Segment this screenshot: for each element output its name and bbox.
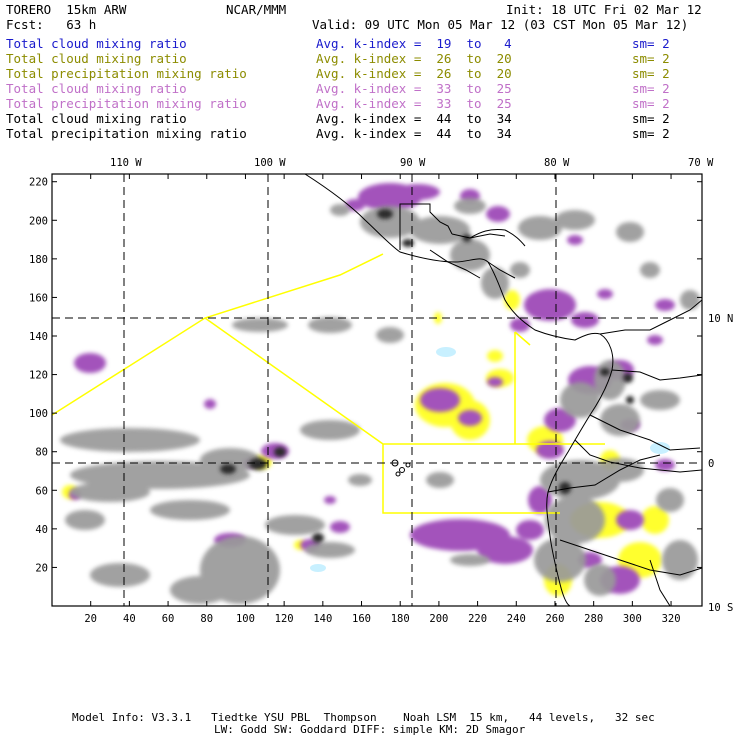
field-layer: [52, 174, 702, 606]
legend-row-kindex: Avg. k-index = 44 to 34: [316, 126, 512, 141]
lat-label: 10 S: [708, 602, 733, 614]
legend-row-kindex: Avg. k-index = 26 to 20: [316, 51, 512, 66]
legend-row-kindex: Avg. k-index = 33 to 25: [316, 96, 512, 111]
y-tick-label: 120: [29, 370, 48, 382]
map-frame: [51, 173, 703, 607]
legend-row-kindex: Avg. k-index = 26 to 20: [316, 66, 512, 81]
x-tick-label: 20: [84, 613, 97, 625]
legend-row-sm: sm= 2: [632, 51, 670, 66]
dark-core-field: [220, 209, 634, 543]
forecast-hour: Fcst: 63 h: [6, 17, 97, 32]
org-label: NCAR/MMM: [226, 2, 287, 17]
legend-row-sm: sm= 2: [632, 126, 670, 141]
x-tick-label: 200: [429, 613, 448, 625]
x-tick-label: 320: [662, 613, 681, 625]
model-title: TORERO 15km ARW: [6, 2, 127, 17]
nest-boundaries: [52, 253, 605, 514]
legend-row-label: Total cloud mixing ratio: [6, 81, 187, 96]
legend-row-label: Total precipitation mixing ratio: [6, 66, 247, 81]
x-tick-label: 300: [623, 613, 642, 625]
x-tick-label: 100: [236, 613, 255, 625]
y-tick-label: 40: [35, 524, 48, 536]
legend-row-label: Total precipitation mixing ratio: [6, 96, 247, 111]
legend-row-sm: sm= 2: [632, 81, 670, 96]
x-tick-label: 260: [545, 613, 564, 625]
y-tick-label: 200: [29, 215, 48, 227]
legend-row-sm: sm= 2: [632, 111, 670, 126]
physics-info: LW: Godd SW: Goddard DIFF: simple KM: 2D…: [214, 723, 526, 736]
x-tick-label: 40: [123, 613, 136, 625]
latlon-grid: [52, 174, 702, 606]
coastlines: [304, 174, 702, 606]
model-info: Model Info: V3.3.1 Tiedtke YSU PBL Thomp…: [72, 711, 655, 724]
legend-row-label: Total cloud mixing ratio: [6, 36, 187, 51]
y-tick-label: 180: [29, 254, 48, 266]
legend-row-kindex: Avg. k-index = 19 to 4: [316, 36, 512, 51]
y-tick-label: 80: [35, 447, 48, 459]
legend-row-label: Total cloud mixing ratio: [6, 111, 187, 126]
galapagos-islands: [391, 459, 411, 477]
legend-row-label: Total precipitation mixing ratio: [6, 126, 247, 141]
lon-label: 80 W: [544, 157, 570, 169]
lat-label: 0: [708, 458, 714, 470]
x-tick-label: 240: [507, 613, 526, 625]
lon-label: 90 W: [400, 157, 426, 169]
legend-row-sm: sm= 2: [632, 66, 670, 81]
lon-label: 110 W: [110, 157, 142, 169]
tick-labels: 20 40 60 80 100 120 140 160 180 200 220 240 260 280 30…: [29, 177, 681, 625]
y-tick-label: 140: [29, 331, 48, 343]
legend-row-kindex: Avg. k-index = 44 to 34: [316, 111, 512, 126]
legend-row-kindex: Avg. k-index = 33 to 25: [316, 81, 512, 96]
y-tick-label: 160: [29, 292, 48, 304]
gray-field: [60, 198, 700, 604]
x-tick-label: 280: [584, 613, 603, 625]
x-tick-label: 180: [391, 613, 410, 625]
x-tick-label: 80: [200, 613, 213, 625]
legend-row-label: Total cloud mixing ratio: [6, 51, 187, 66]
lon-label: 70 W: [688, 157, 714, 169]
lon-label: 100 W: [254, 157, 286, 169]
y-tick-label: 60: [35, 485, 48, 497]
legend-row-sm: sm= 2: [632, 96, 670, 111]
y-tick-label: 20: [35, 562, 48, 574]
x-tick-label: 220: [468, 613, 487, 625]
legend-row-sm: sm= 2: [632, 36, 670, 51]
y-tick-label: 100: [29, 408, 48, 420]
tick-marks: [52, 174, 702, 606]
geo-labels: 110 W 100 W 90 W 80 W 70 W 10 N 0 10 S: [110, 157, 733, 614]
x-tick-label: 160: [352, 613, 371, 625]
x-tick-label: 60: [162, 613, 175, 625]
valid-time: Valid: 09 UTC Mon 05 Mar 12 (03 CST Mon …: [312, 17, 689, 32]
lat-label: 10 N: [708, 313, 733, 325]
x-tick-label: 120: [275, 613, 294, 625]
y-tick-label: 220: [29, 177, 48, 189]
init-time: Init: 18 UTC Fri 02 Mar 12: [506, 2, 702, 17]
x-tick-label: 140: [313, 613, 332, 625]
